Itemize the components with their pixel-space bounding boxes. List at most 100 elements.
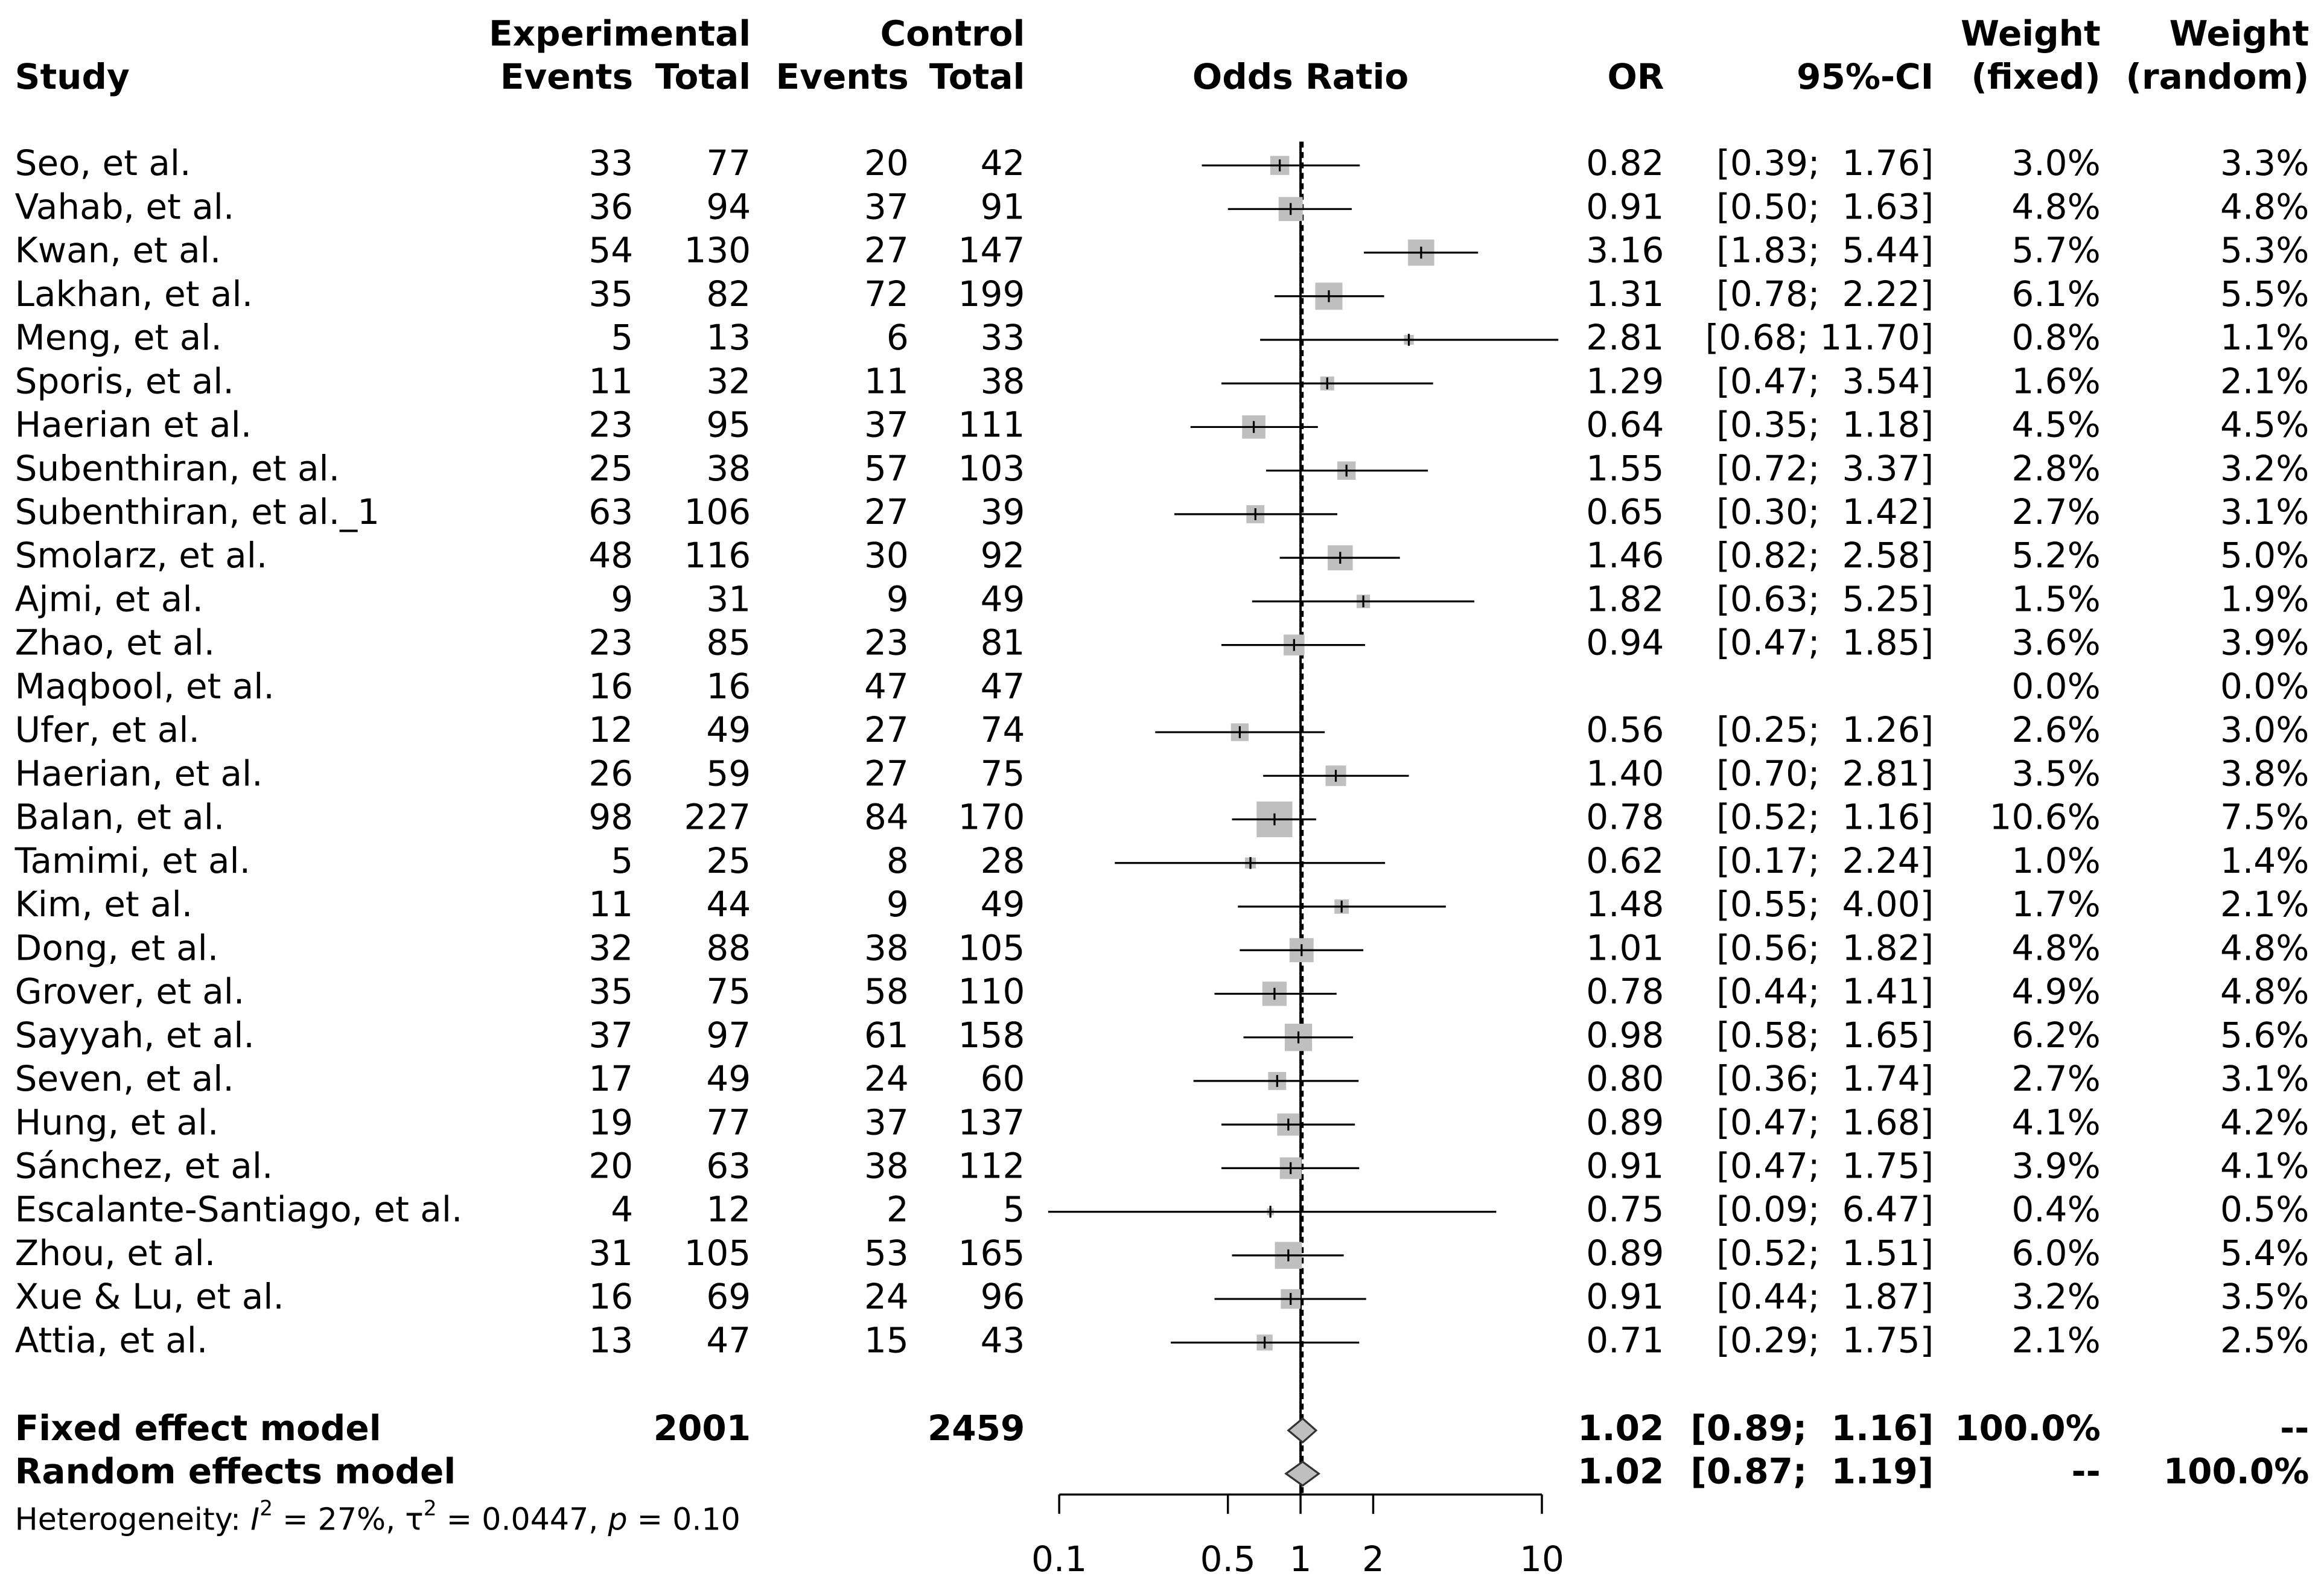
confidence-interval: [0.87; 1.19] — [1690, 1451, 1934, 1492]
ctrl-events: 53 — [864, 1233, 909, 1274]
weight-fixed: 0.8% — [2011, 317, 2100, 358]
ctrl-events: 47 — [864, 666, 909, 707]
exp-events: 48 — [588, 535, 633, 576]
weight-random: 3.3% — [2220, 142, 2309, 183]
ctrl-events: 37 — [864, 404, 909, 445]
study-name: Sporis, et al. — [15, 360, 234, 401]
ctrl-events: 11 — [864, 360, 909, 401]
exp-events: 11 — [588, 884, 633, 925]
confidence-interval: [0.17; 2.24] — [1716, 840, 1934, 881]
study-name: Smolarz, et al. — [15, 535, 268, 576]
heterogeneity-part: I — [250, 1501, 259, 1537]
ctrl-total: 49 — [981, 884, 1025, 925]
ctrl-events: 30 — [864, 535, 909, 576]
odds-ratio: 1.31 — [1586, 273, 1664, 314]
study-name: Kwan, et al. — [15, 230, 221, 271]
confidence-interval: [1.83; 5.44] — [1716, 230, 1934, 271]
weight-random: 0.0% — [2220, 666, 2309, 707]
exp-total: 82 — [706, 273, 751, 314]
confidence-interval: [0.72; 3.37] — [1716, 448, 1934, 489]
exp-total: 88 — [706, 927, 751, 968]
heterogeneity-part: = 0.10 — [628, 1501, 740, 1537]
weight-random: 2.1% — [2220, 360, 2309, 401]
ctrl-total: 81 — [981, 622, 1025, 663]
odds-ratio: 0.71 — [1586, 1319, 1664, 1360]
exp-total: 59 — [706, 753, 751, 794]
confidence-interval: [0.68; 11.70] — [1705, 317, 1934, 358]
study-name: Subenthiran, et al._1 — [15, 491, 380, 532]
odds-ratio: 0.78 — [1586, 971, 1664, 1012]
confidence-interval: [0.78; 2.22] — [1716, 273, 1934, 314]
exp-events: 5 — [611, 840, 633, 881]
odds-ratio: 1.02 — [1577, 1408, 1664, 1449]
ctrl-total: 112 — [958, 1145, 1025, 1186]
weight-fixed: 5.7% — [2011, 230, 2100, 271]
weight-random: 3.9% — [2220, 622, 2309, 663]
weight-fixed: 2.8% — [2011, 448, 2100, 489]
exp-total: 95 — [706, 404, 751, 445]
exp-total: 77 — [706, 142, 751, 183]
confidence-interval: [0.50; 1.63] — [1716, 186, 1934, 227]
study-name: Lakhan, et al. — [15, 273, 253, 314]
odds-ratio: 2.81 — [1586, 317, 1664, 358]
weight-fixed: 0.0% — [2011, 666, 2100, 707]
weight-fixed: 4.1% — [2011, 1102, 2100, 1143]
exp-events: 36 — [588, 186, 633, 227]
ctrl-events: 9 — [887, 884, 909, 925]
header: Total — [929, 56, 1025, 97]
odds-ratio: 0.82 — [1586, 142, 1664, 183]
study-name: Sayyah, et al. — [15, 1015, 255, 1056]
header: Odds Ratio — [1192, 56, 1409, 97]
confidence-interval: [0.58; 1.65] — [1716, 1015, 1934, 1056]
study-name: Zhao, et al. — [15, 622, 215, 663]
ctrl-total: 39 — [981, 491, 1025, 532]
study-name: Zhou, et al. — [15, 1233, 216, 1274]
ctrl-events: 23 — [864, 622, 909, 663]
study-name: Seven, et al. — [15, 1058, 234, 1099]
weight-random: 5.0% — [2220, 535, 2309, 576]
study-name: Dong, et al. — [15, 927, 219, 968]
exp-events: 54 — [588, 230, 633, 271]
ctrl-total: 105 — [958, 927, 1025, 968]
ctrl-total: 170 — [958, 797, 1025, 838]
odds-ratio: 0.65 — [1586, 491, 1664, 532]
heterogeneity-part: = 27%, τ — [273, 1501, 424, 1537]
exp-total: 69 — [706, 1276, 751, 1317]
exp-total: 47 — [706, 1319, 751, 1360]
exp-total: 12 — [706, 1189, 751, 1230]
weight-fixed: 6.0% — [2011, 1233, 2100, 1274]
header: (fixed) — [1971, 56, 2100, 97]
ctrl-events: 20 — [864, 142, 909, 183]
ctrl-events: 57 — [864, 448, 909, 489]
weight-random: 7.5% — [2220, 797, 2309, 838]
ctrl-total: 75 — [981, 753, 1025, 794]
header: Events — [500, 56, 633, 97]
exp-events: 33 — [588, 142, 633, 183]
confidence-interval: [0.30; 1.42] — [1716, 491, 1934, 532]
weight-fixed: 6.2% — [2011, 1015, 2100, 1056]
weight-random: 2.1% — [2220, 884, 2309, 925]
exp-total: 85 — [706, 622, 751, 663]
weight-random: 4.2% — [2220, 1102, 2309, 1143]
exp-events: 23 — [588, 404, 633, 445]
weight-random: 4.8% — [2220, 927, 2309, 968]
odds-ratio: 0.56 — [1586, 709, 1664, 750]
weight-random: 5.5% — [2220, 273, 2309, 314]
study-name: Ajmi, et al. — [15, 578, 203, 619]
heterogeneity-part: Heterogeneity: — [15, 1501, 251, 1537]
weight-random: 3.1% — [2220, 491, 2309, 532]
confidence-interval: [0.55; 4.00] — [1716, 884, 1934, 925]
ctrl-total: 33 — [981, 317, 1025, 358]
odds-ratio: 1.29 — [1586, 360, 1664, 401]
header: Experimental — [489, 13, 751, 54]
weight-fixed: 2.7% — [2011, 1058, 2100, 1099]
confidence-interval: [0.89; 1.16] — [1690, 1408, 1934, 1449]
weight-random: 2.5% — [2220, 1319, 2309, 1360]
odds-ratio: 0.91 — [1586, 1276, 1664, 1317]
confidence-interval: [0.52; 1.51] — [1716, 1233, 1934, 1274]
odds-ratio: 0.94 — [1586, 622, 1664, 663]
exp-events: 11 — [588, 360, 633, 401]
exp-total: 44 — [706, 884, 751, 925]
odds-ratio: 1.40 — [1586, 753, 1664, 794]
